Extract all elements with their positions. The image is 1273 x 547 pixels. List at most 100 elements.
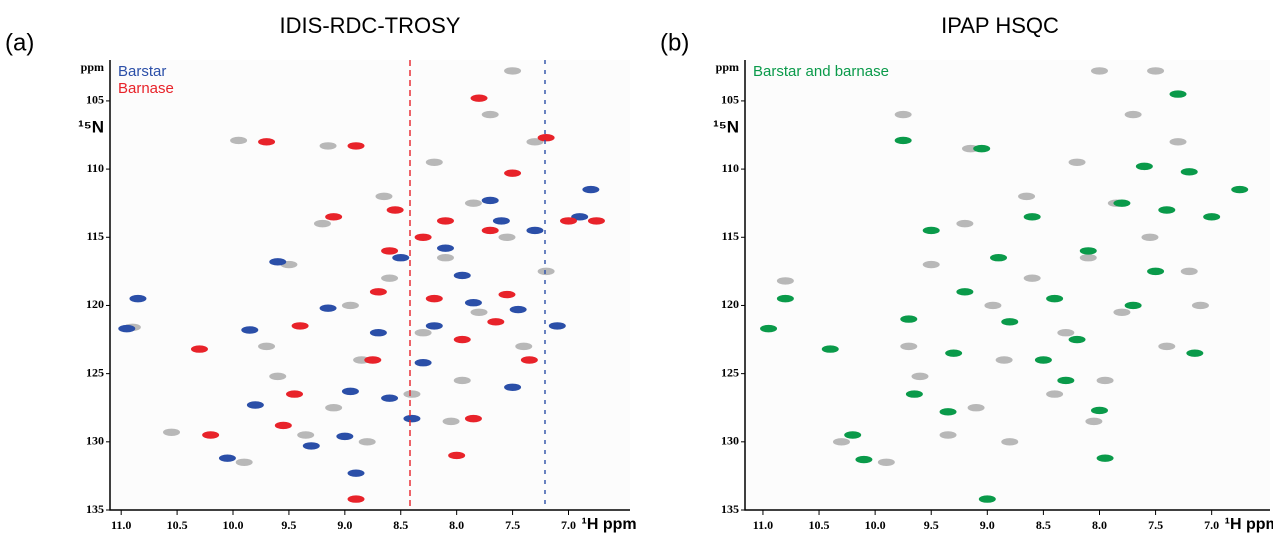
peak xyxy=(436,244,454,252)
peak xyxy=(900,342,918,351)
peak xyxy=(325,213,343,221)
peak xyxy=(470,308,488,316)
y-tick-label: 130 xyxy=(721,434,739,448)
peak xyxy=(129,294,147,303)
peak xyxy=(464,299,482,307)
peak xyxy=(414,329,432,337)
peak xyxy=(939,408,957,416)
peak xyxy=(358,438,376,446)
peak xyxy=(1180,267,1198,276)
y-tick-label: 105 xyxy=(721,93,739,107)
peak xyxy=(118,324,136,333)
peak xyxy=(453,335,471,344)
peak xyxy=(520,356,538,364)
peak xyxy=(967,404,985,412)
x-tick-label: 9.0 xyxy=(980,518,995,532)
y-tick-label: 120 xyxy=(721,297,739,311)
peak xyxy=(548,322,566,330)
y-tick-label: 130 xyxy=(86,434,104,448)
y-tick-label: 125 xyxy=(86,365,104,379)
peak xyxy=(492,217,510,225)
peak xyxy=(1046,390,1064,398)
peak xyxy=(1147,67,1165,75)
peak xyxy=(956,288,974,296)
y-tick-label: 125 xyxy=(721,365,739,379)
y-axis-label: ¹⁵N xyxy=(713,117,739,136)
peak xyxy=(269,258,287,266)
y-tick-label: 135 xyxy=(86,502,104,516)
peak xyxy=(956,219,974,228)
peak xyxy=(1169,138,1187,146)
x-tick-label: 7.5 xyxy=(505,518,520,532)
peak xyxy=(381,394,399,402)
peak xyxy=(341,387,359,396)
peak xyxy=(319,304,337,312)
peak xyxy=(403,390,421,398)
peak xyxy=(1034,356,1052,364)
peak xyxy=(821,345,839,353)
peak xyxy=(414,359,432,367)
y-tick-label: 120 xyxy=(86,297,104,311)
x-axis-label: ¹H ppm xyxy=(581,516,636,533)
peak xyxy=(425,294,443,303)
x-axis-label: ¹H ppm xyxy=(1225,516,1273,533)
peak xyxy=(973,144,991,153)
chart-title: IDIS-RDC-TROSY xyxy=(280,13,461,38)
peak xyxy=(481,226,499,235)
peak xyxy=(776,294,794,303)
peak xyxy=(218,454,236,462)
peak xyxy=(978,495,996,503)
peak xyxy=(453,271,471,280)
peak xyxy=(341,301,359,310)
x-tick-label: 7.0 xyxy=(561,518,576,532)
peak xyxy=(526,226,544,235)
peak xyxy=(515,342,533,351)
peak xyxy=(481,110,499,119)
y-unit: ppm xyxy=(716,60,739,74)
y-tick-label: 110 xyxy=(722,161,739,175)
x-tick-label: 10.5 xyxy=(809,518,830,532)
peak xyxy=(760,324,778,333)
peak xyxy=(894,136,912,145)
x-tick-label: 9.5 xyxy=(924,518,939,532)
y-tick-label: 115 xyxy=(87,229,104,243)
peak xyxy=(995,356,1013,364)
peak xyxy=(1046,294,1064,303)
peak xyxy=(1079,254,1097,262)
peak xyxy=(369,288,387,296)
peak xyxy=(291,322,309,330)
peak xyxy=(241,326,259,334)
y-unit: ppm xyxy=(81,60,104,74)
peak xyxy=(1085,417,1103,426)
peak xyxy=(504,169,522,177)
y-axis-label: ¹⁵N xyxy=(78,117,104,136)
y-tick-label: 135 xyxy=(721,502,739,516)
peak xyxy=(453,376,471,385)
x-tick-label: 10.5 xyxy=(167,518,188,532)
peak xyxy=(984,301,1002,310)
peak xyxy=(922,260,940,269)
peak xyxy=(481,196,499,205)
peak xyxy=(414,233,432,241)
peak xyxy=(190,345,208,353)
peak xyxy=(274,421,292,430)
peak xyxy=(269,372,287,381)
peak xyxy=(487,318,505,326)
peak xyxy=(1124,110,1142,119)
panel-label: (a) xyxy=(5,29,34,56)
peak xyxy=(905,390,923,398)
legend-entry: Barstar xyxy=(118,63,166,80)
y-tick-label: 115 xyxy=(722,229,739,243)
peak xyxy=(498,290,516,299)
peak xyxy=(297,431,315,439)
peak xyxy=(313,219,331,228)
peak xyxy=(230,136,248,145)
peak xyxy=(1057,376,1075,385)
peak xyxy=(425,158,443,166)
x-tick-label: 8.0 xyxy=(449,518,464,532)
x-tick-label: 11.0 xyxy=(111,518,131,532)
peak xyxy=(526,138,544,146)
plot-area xyxy=(745,60,1270,510)
peak xyxy=(1096,454,1114,462)
peak xyxy=(1001,318,1019,326)
